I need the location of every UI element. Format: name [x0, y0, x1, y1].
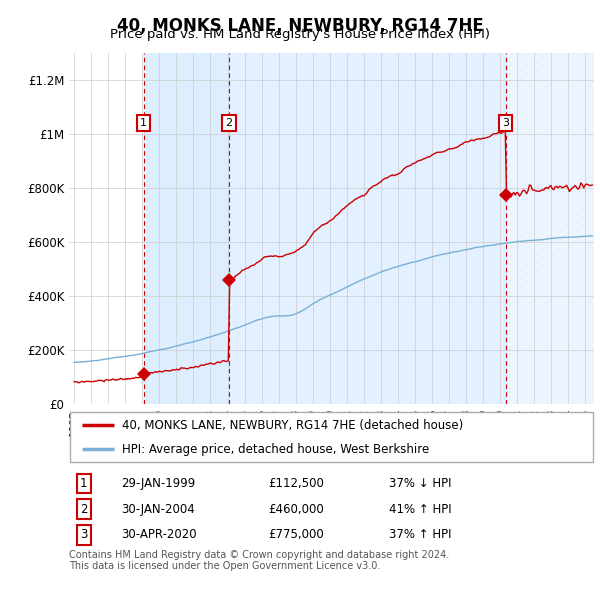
Text: 40, MONKS LANE, NEWBURY, RG14 7HE: 40, MONKS LANE, NEWBURY, RG14 7HE: [116, 17, 484, 35]
Text: 2: 2: [80, 503, 88, 516]
Bar: [143, 53, 229, 404]
Text: 40, MONKS LANE, NEWBURY, RG14 7HE (detached house): 40, MONKS LANE, NEWBURY, RG14 7HE (detac…: [121, 419, 463, 432]
Text: £112,500: £112,500: [269, 477, 325, 490]
Text: 37% ↓ HPI: 37% ↓ HPI: [389, 477, 452, 490]
Text: 29-JAN-1999: 29-JAN-1999: [121, 477, 196, 490]
Text: 30-JAN-2004: 30-JAN-2004: [121, 503, 195, 516]
Text: Price paid vs. HM Land Registry's House Price Index (HPI): Price paid vs. HM Land Registry's House …: [110, 28, 490, 41]
Bar: [506, 53, 594, 404]
Text: £460,000: £460,000: [269, 503, 324, 516]
FancyBboxPatch shape: [70, 412, 593, 462]
Text: £775,000: £775,000: [269, 529, 324, 542]
Text: Contains HM Land Registry data © Crown copyright and database right 2024.
This d: Contains HM Land Registry data © Crown c…: [69, 550, 449, 572]
Bar: [229, 53, 506, 404]
Text: 30-APR-2020: 30-APR-2020: [121, 529, 197, 542]
Text: 41% ↑ HPI: 41% ↑ HPI: [389, 503, 452, 516]
Text: 3: 3: [80, 529, 88, 542]
Text: 37% ↑ HPI: 37% ↑ HPI: [389, 529, 452, 542]
Text: HPI: Average price, detached house, West Berkshire: HPI: Average price, detached house, West…: [121, 442, 429, 455]
Text: 1: 1: [80, 477, 88, 490]
Text: 3: 3: [502, 119, 509, 128]
Text: 1: 1: [140, 119, 147, 128]
Text: 2: 2: [226, 119, 232, 128]
